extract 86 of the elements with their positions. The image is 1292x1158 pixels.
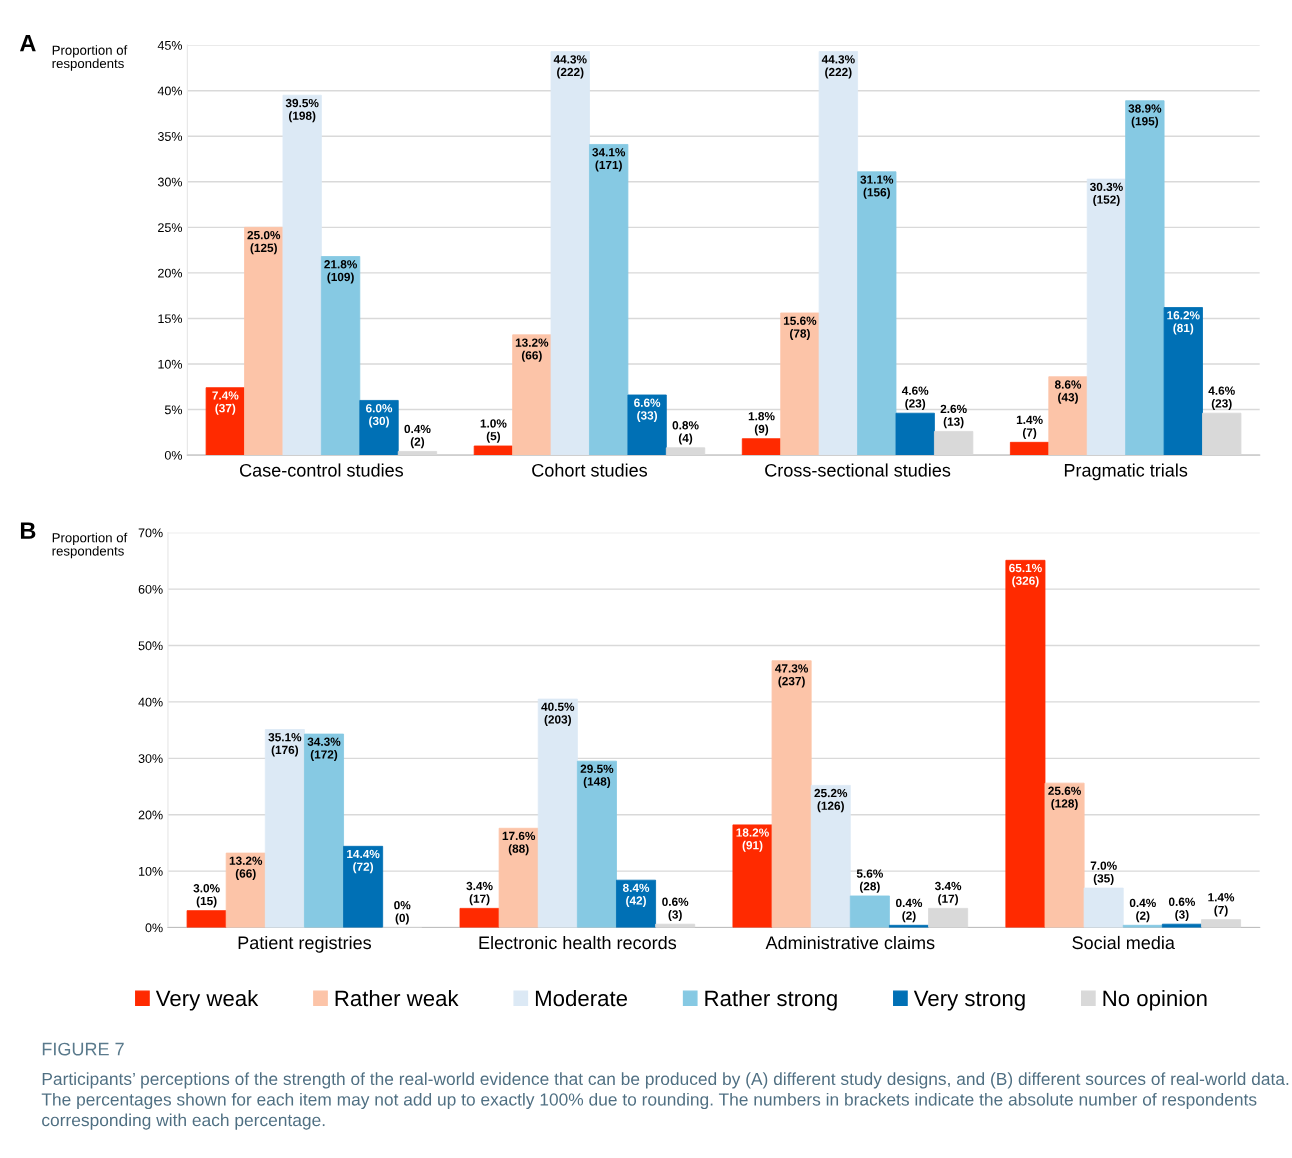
data-label: 6.0% (30) (366, 404, 393, 428)
data-label: 0.4% (2) (404, 424, 431, 449)
data-label: 4.6% (23) (901, 386, 929, 410)
data-label: 29.5% (148) (580, 764, 614, 789)
x-tick-label: Patient registries (238, 935, 372, 953)
x-tick-label: Electronic health records (479, 935, 677, 950)
legend-label: No opinion (1103, 989, 1207, 1011)
data-label: 0.4% (2) (1129, 898, 1156, 923)
x-tick-label: Cross-sectional studies (765, 463, 951, 477)
data-label: 39.5% (198) (285, 98, 319, 123)
data-label: 5.6% (28) (856, 869, 883, 893)
data-label: 1.8% (9) (748, 412, 775, 436)
data-label: 1.4% (7) (1016, 415, 1043, 440)
y-axis-title: Proportion of respondents (52, 45, 128, 71)
legend-label: Moderate (535, 989, 628, 1007)
data-label: 21.8% (109) (324, 260, 358, 284)
data-label: 25.2% (126) (814, 788, 848, 813)
data-label: 0.6% (3) (662, 897, 689, 922)
y-tick-label: 50% (138, 641, 163, 651)
y-tick-label: 35% (157, 132, 183, 141)
y-axis-title: Proportion of respondents (52, 532, 128, 559)
x-tick-label: Social media (1072, 935, 1175, 950)
chart-title: B (20, 522, 36, 539)
data-label: 1.0% (5) (480, 419, 507, 443)
data-label: 0.4% (2) (895, 898, 923, 923)
y-tick-label: 0% (164, 450, 183, 460)
y-tick-label: 40% (157, 86, 183, 96)
x-tick-label: Pragmatic trials (1064, 463, 1188, 481)
data-label: 34.3% (172) (307, 737, 341, 761)
legend-label: Rather weak (335, 989, 459, 1007)
y-tick-label: 20% (138, 810, 163, 820)
data-label: 0% (0) (394, 900, 411, 925)
y-tick-label: 5% (164, 405, 183, 415)
data-label: 13.2% (66) (515, 338, 549, 362)
data-label: 65.1% (326) (1009, 563, 1042, 588)
data-label: 3.0% (15) (193, 884, 220, 908)
y-tick-label: 70% (138, 528, 163, 538)
y-tick-label: 40% (138, 697, 163, 707)
data-label: 7.0% (35) (1090, 861, 1117, 885)
data-label: 30.3% (152) (1089, 182, 1123, 207)
data-label: 7.4% (37) (212, 391, 239, 415)
data-label: 16.2% (81) (1167, 311, 1200, 335)
data-label: 13.2% (66) (229, 856, 263, 880)
data-label: 6.6% (33) (634, 398, 661, 422)
legend-label: Very strong (913, 990, 1025, 1011)
x-tick-label: Administrative claims (765, 935, 935, 950)
data-label: 34.1% (171) (592, 148, 626, 172)
data-label: 40.5% (203) (541, 702, 575, 726)
data-label: 25.0% (125) (247, 230, 281, 255)
data-label: 4.6% (23) (1208, 386, 1235, 410)
data-label: 47.3% (237) (775, 664, 809, 688)
data-label: 8.6% (43) (1054, 380, 1082, 404)
data-label: 44.3% (222) (821, 55, 855, 79)
y-tick-label: 15% (158, 314, 183, 324)
y-tick-label: 60% (138, 584, 163, 594)
y-tick-label: 20% (158, 268, 183, 278)
y-tick-label: 0% (145, 923, 163, 933)
y-tick-label: 45% (157, 41, 183, 50)
data-label: 35.1% (176) (268, 733, 302, 757)
data-label: 3.4% (17) (466, 881, 493, 906)
data-label: 8.4% (42) (622, 883, 650, 908)
text: Participants’ perceptions of the strength of the real-world evidence that can be produced by (A) different study designs, and (B) different sources of real-world data. The percentages shown for each item may not add up to exactly 100% due to rounding. The numbers in brackets indicate the absolute number of respondents corresponding with each percentage. (41, 1072, 1289, 1130)
y-tick-label: 10% (158, 359, 183, 369)
data-label: 44.3% (222) (553, 55, 587, 79)
data-label: 2.6% (13) (940, 404, 967, 429)
data-label: 31.1% (156) (860, 175, 894, 199)
data-label: 38.9% (195) (1128, 104, 1162, 128)
legend-label: Rather strong (705, 989, 837, 1011)
data-label: 18.2% (91) (736, 828, 769, 852)
data-label: 15.6% (78) (783, 316, 817, 340)
y-tick-label: 25% (158, 223, 183, 233)
caption: FIGURE 7 (42, 1042, 124, 1056)
data-label: 1.4% (7) (1208, 893, 1235, 917)
x-tick-label: Cohort studies (532, 463, 648, 477)
y-tick-label: 30% (157, 177, 183, 187)
data-label: 25.6% (128) (1048, 786, 1081, 811)
x-tick-label: Case-control studies (240, 463, 404, 477)
data-label: 14.4% (72) (347, 849, 380, 874)
data-label: 3.4% (17) (934, 881, 962, 906)
y-tick-label: 30% (138, 754, 163, 763)
data-label: 0.8% (4) (672, 421, 699, 445)
data-label: 17.6% (88) (502, 831, 536, 856)
y-tick-label: 10% (139, 866, 163, 876)
data-label: 0.6% (3) (1168, 897, 1196, 922)
chart-title: A (19, 35, 36, 52)
legend-label: Very weak (155, 989, 259, 1011)
